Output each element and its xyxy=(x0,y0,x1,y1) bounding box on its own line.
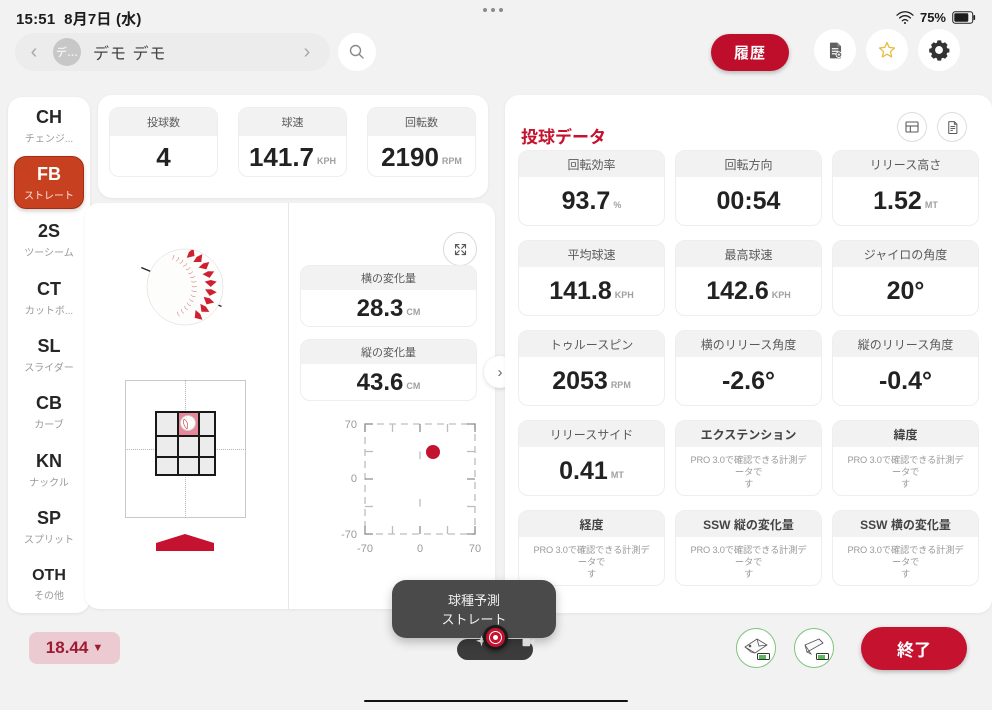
svg-text:0: 0 xyxy=(417,543,423,555)
svg-text:0: 0 xyxy=(351,473,357,485)
svg-text:70: 70 xyxy=(345,419,357,431)
svg-text:-70: -70 xyxy=(357,543,373,555)
svg-text:70: 70 xyxy=(469,543,481,555)
svg-text:-70: -70 xyxy=(341,529,357,541)
